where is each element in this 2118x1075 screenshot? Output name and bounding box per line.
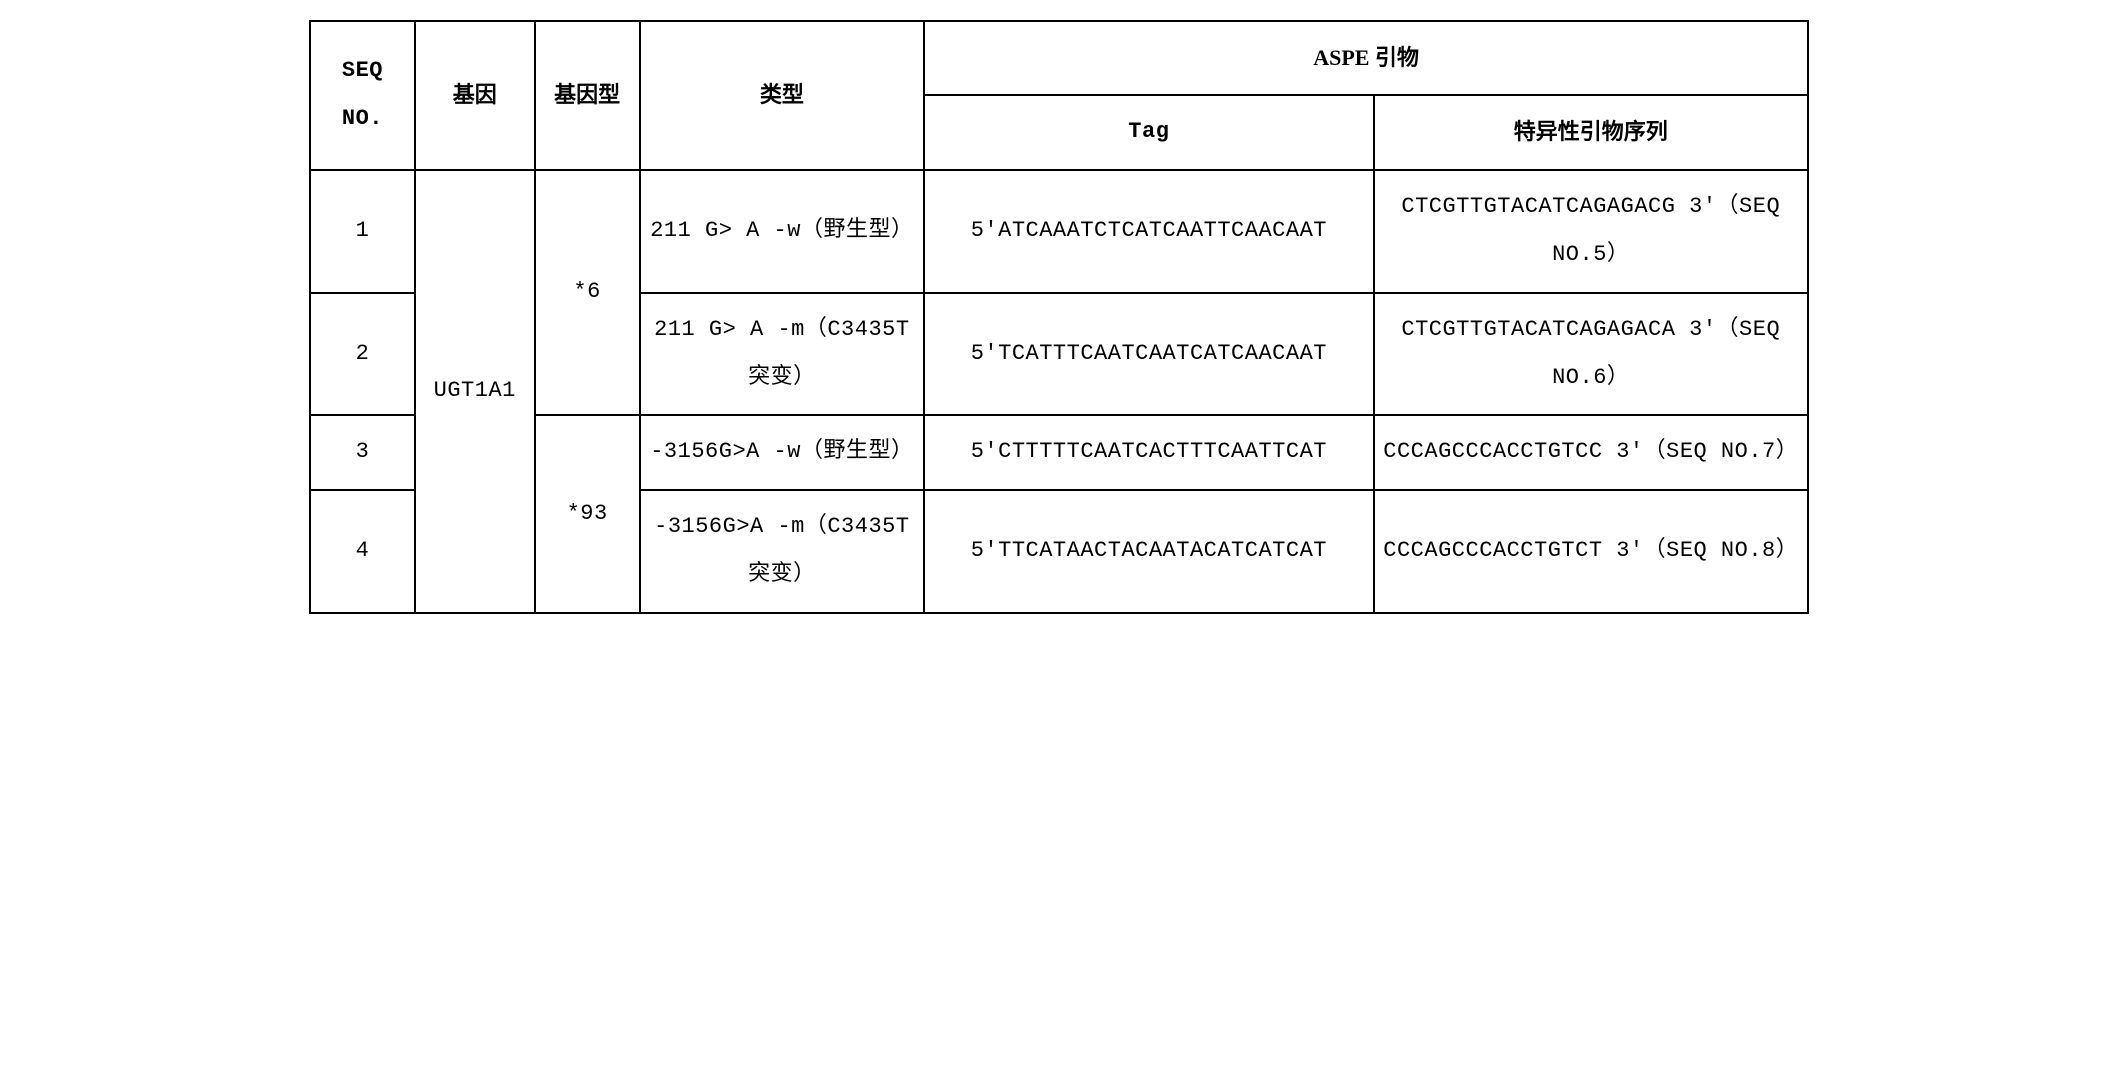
cell-primer: CCCAGCCCACCTGTCC 3'（SEQ NO.7） [1374, 415, 1808, 489]
cell-type: 211 G> A -w（野生型） [640, 170, 925, 293]
cell-type: -3156G>A -m（C3435T 突变） [640, 490, 925, 613]
header-aspe-primer: ASPE 引物 [924, 21, 1808, 95]
table-row: 1 UGT1A1 *6 211 G> A -w（野生型） 5'ATCAAATCT… [310, 170, 1808, 293]
header-type: 类型 [640, 21, 925, 170]
cell-tag: 5'TCATTTCAATCAATCATCAACAAT [924, 293, 1373, 416]
cell-type: 211 G> A -m（C3435T 突变） [640, 293, 925, 416]
cell-seq: 2 [310, 293, 415, 416]
cell-tag: 5'TTCATAACTACAATACATCATCAT [924, 490, 1373, 613]
cell-primer: CTCGTTGTACATCAGAGACG 3'（SEQ NO.5） [1374, 170, 1808, 293]
cell-seq: 3 [310, 415, 415, 489]
header-seq-no: SEQ NO. [310, 21, 415, 170]
primer-table: SEQ NO. 基因 基因型 类型 ASPE 引物 Tag 特异性引物序列 1 … [309, 20, 1809, 614]
cell-gene: UGT1A1 [415, 170, 535, 613]
cell-genotype: *93 [535, 415, 640, 612]
cell-type: -3156G>A -w（野生型） [640, 415, 925, 489]
cell-primer: CTCGTTGTACATCAGAGACA 3'（SEQ NO.6） [1374, 293, 1808, 416]
header-specific-primer: 特异性引物序列 [1374, 95, 1808, 169]
header-gene: 基因 [415, 21, 535, 170]
header-genotype: 基因型 [535, 21, 640, 170]
cell-primer: CCCAGCCCACCTGTCT 3'（SEQ NO.8） [1374, 490, 1808, 613]
cell-seq: 1 [310, 170, 415, 293]
cell-tag: 5'ATCAAATCTCATCAATTCAACAAT [924, 170, 1373, 293]
cell-genotype: *6 [535, 170, 640, 416]
cell-seq: 4 [310, 490, 415, 613]
header-tag: Tag [924, 95, 1373, 169]
table-row: 3 *93 -3156G>A -w（野生型） 5'CTTTTTCAATCACTT… [310, 415, 1808, 489]
cell-tag: 5'CTTTTTCAATCACTTTCAATTCAT [924, 415, 1373, 489]
